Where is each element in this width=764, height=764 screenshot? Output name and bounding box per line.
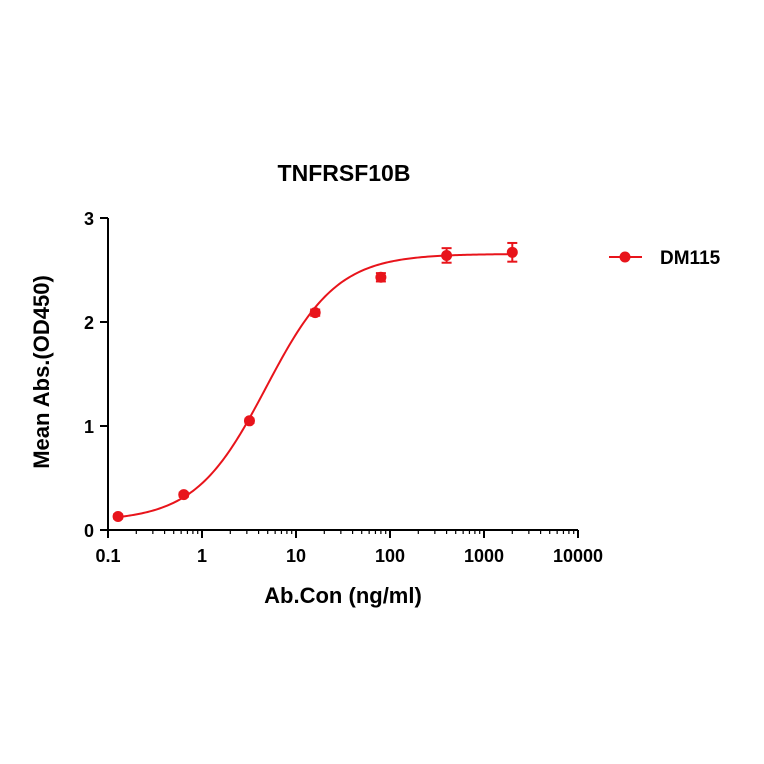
y-tick-label: 0 xyxy=(84,521,94,541)
x-tick-label: 0.1 xyxy=(95,546,120,566)
data-point xyxy=(309,307,321,319)
y-tick-label: 2 xyxy=(84,313,94,333)
legend-label-dm115: DM115 xyxy=(660,248,721,269)
x-axis-ticks: 0.1 1 10 100 1000 10000 xyxy=(95,530,603,566)
y-tick-label: 3 xyxy=(84,209,94,229)
data-point xyxy=(178,489,190,501)
fit-curve xyxy=(117,253,513,519)
x-tick-label: 10 xyxy=(286,546,306,566)
x-axis-label: Ab.Con (ng/ml) xyxy=(264,583,422,608)
axes xyxy=(107,218,578,531)
x-tick-label: 1 xyxy=(197,546,207,566)
x-tick-label: 100 xyxy=(375,546,405,566)
data-point xyxy=(506,246,518,258)
x-tick-label: 1000 xyxy=(464,546,504,566)
legend-marker xyxy=(619,251,631,263)
data-point xyxy=(441,249,453,261)
data-points xyxy=(112,241,518,522)
data-point xyxy=(243,415,255,427)
y-axis-label: Mean Abs.(OD450) xyxy=(29,275,54,469)
legend: DM115 xyxy=(609,248,721,269)
data-point xyxy=(375,271,387,283)
x-tick-label: 10000 xyxy=(553,546,603,566)
data-point xyxy=(112,510,124,522)
chart-title: TNFRSF10B xyxy=(278,160,411,186)
y-tick-label: 1 xyxy=(84,417,94,437)
y-axis-ticks: 0 1 2 3 xyxy=(84,209,108,541)
